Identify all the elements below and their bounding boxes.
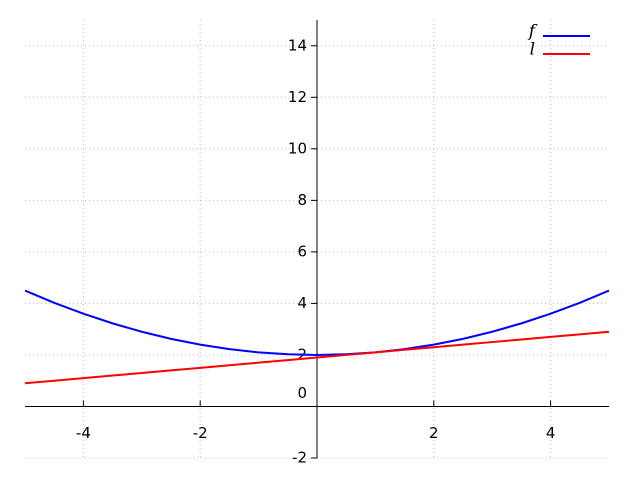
- legend-label: f: [527, 22, 538, 42]
- x-tick-label: 4: [546, 424, 556, 442]
- y-tick-label: 14: [288, 36, 307, 54]
- x-tick-label: 2: [429, 424, 439, 442]
- x-tick-label: -4: [76, 424, 91, 442]
- y-tick-label: 0: [297, 384, 307, 402]
- y-tick-label: 12: [288, 88, 307, 106]
- y-tick-label: 6: [297, 242, 307, 260]
- y-tick-label: -2: [292, 449, 307, 467]
- line-series: [24, 289, 610, 356]
- line-series: [24, 330, 610, 385]
- y-tick-label: 4: [297, 294, 307, 312]
- legend-label: l: [530, 40, 535, 60]
- x-tick-label: -2: [193, 424, 208, 442]
- y-tick-label: 10: [288, 139, 307, 157]
- y-tick-label: 8: [297, 191, 307, 209]
